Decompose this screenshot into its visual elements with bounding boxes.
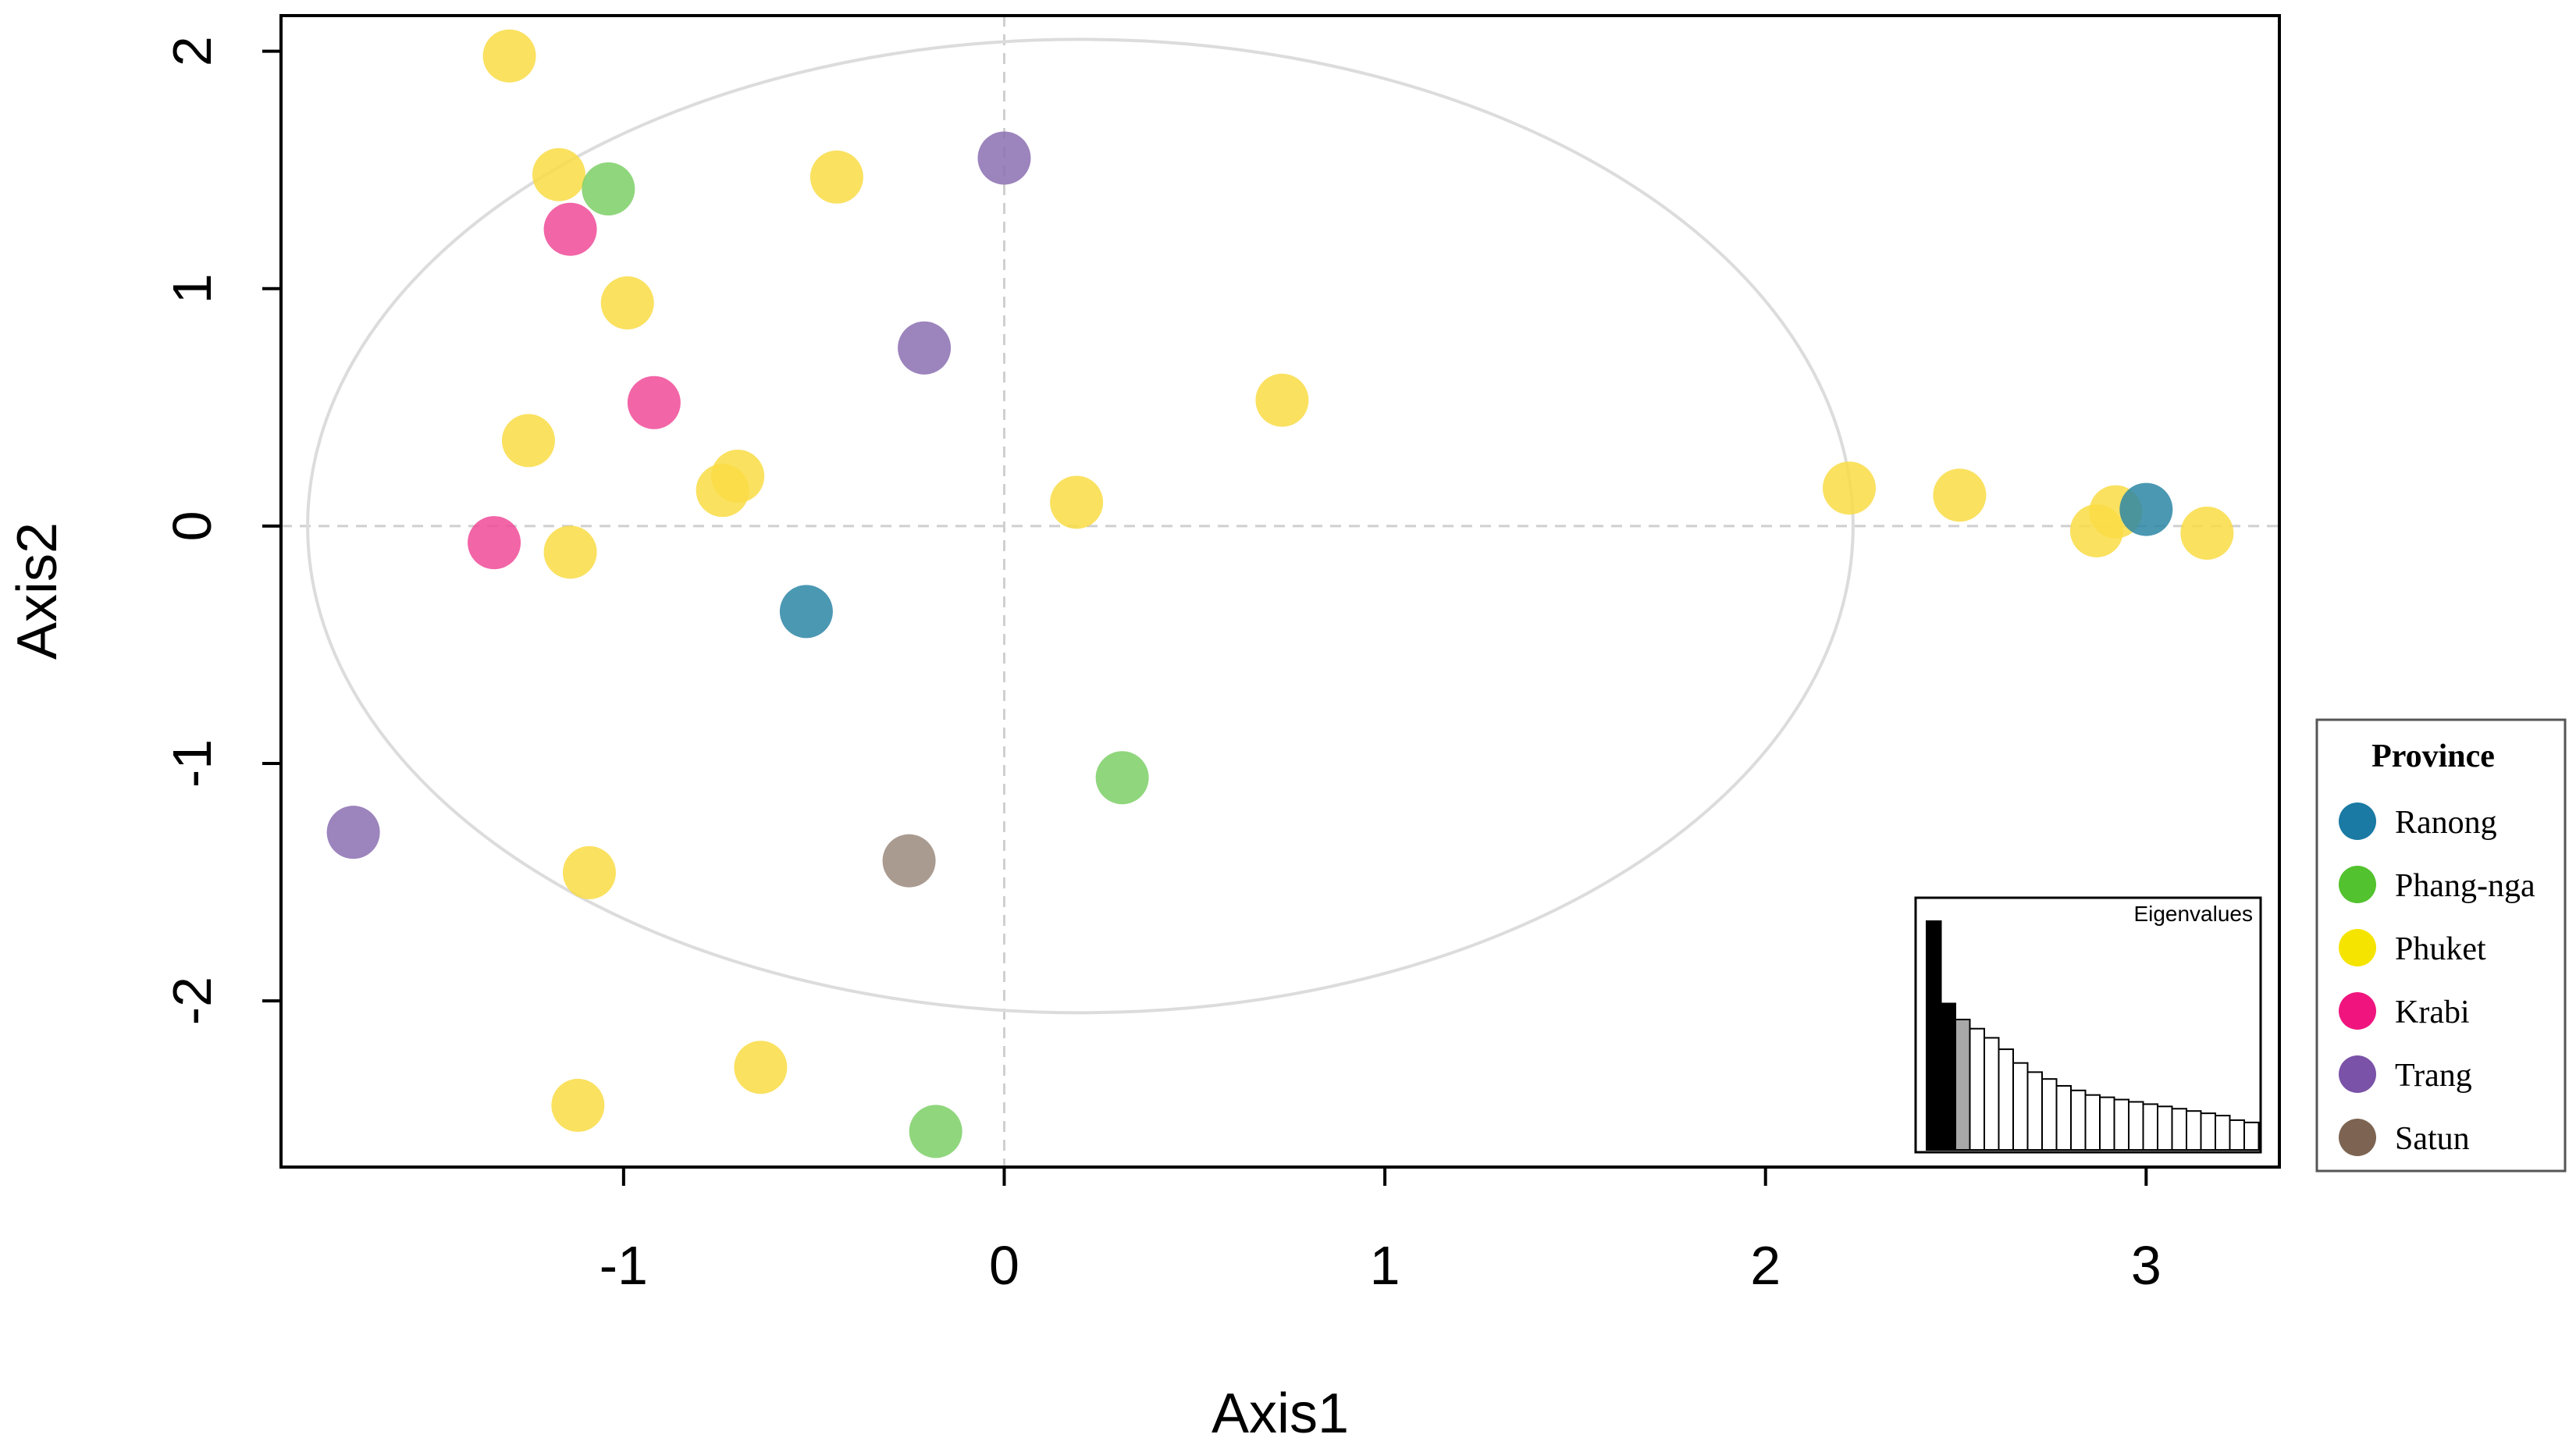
x-tick-label: 1 — [1370, 1235, 1400, 1296]
eigenvalue-bar — [1926, 920, 1942, 1151]
y-tick-label: -1 — [162, 739, 222, 788]
eigenvalue-bar — [2142, 1103, 2158, 1151]
data-point-krabi — [468, 516, 521, 570]
x-tick-label: 2 — [1750, 1235, 1781, 1296]
data-point-phuket — [1255, 373, 1309, 427]
data-point-trang — [326, 806, 380, 859]
data-point-phuket — [501, 414, 555, 468]
legend: Province Ranong Phang-nga Phuket Krabi Trang… — [2315, 718, 2567, 1173]
eigenvalue-bar — [2200, 1112, 2216, 1151]
data-point-phuket — [696, 464, 749, 518]
eigenvalue-bar — [2070, 1089, 2087, 1151]
data-point-phuket — [2180, 506, 2234, 560]
data-point-phuket — [1050, 475, 1104, 529]
data-point-phuket — [551, 1078, 605, 1132]
eigenvalue-bar — [2099, 1096, 2115, 1151]
y-tick-label: 2 — [162, 36, 222, 66]
data-point-phuket — [532, 148, 585, 201]
legend-swatch-phuket — [2339, 929, 2376, 966]
eigenvalues-inset: Eigenvalues — [1914, 896, 2262, 1154]
eigenvalue-bar — [2128, 1101, 2144, 1151]
reference-layer — [281, 16, 2279, 1167]
legend-swatch-krabi — [2339, 992, 2376, 1030]
confidence-ellipse — [306, 37, 1855, 1015]
data-point-phuket — [734, 1041, 788, 1094]
eigenvalue-bar — [2171, 1108, 2187, 1151]
eigenvalue-bar — [2186, 1110, 2202, 1151]
inset-title: Eigenvalues — [2133, 902, 2253, 926]
legend-swatch-phang-nga — [2339, 866, 2376, 903]
plot-frame — [279, 14, 2281, 1169]
data-point-phuket — [600, 276, 654, 329]
eigenvalue-bar — [1969, 1027, 1985, 1151]
x-tick-label: -1 — [600, 1235, 648, 1296]
legend-label-phang-nga: Phang-nga — [2395, 868, 2535, 904]
inset-bars — [1926, 920, 2260, 1151]
eigenvalue-bar — [2026, 1071, 2043, 1151]
axes-layer: -1 0 1 2 3 -2 -1 0 1 2 — [162, 36, 2161, 1296]
y-axis-label: Axis2 — [6, 522, 69, 660]
data-point-ranong — [779, 585, 833, 639]
data-point-krabi — [627, 375, 681, 429]
data-point-trang — [898, 321, 952, 375]
legend-label-trang: Trang — [2395, 1058, 2472, 1094]
points-layer — [326, 29, 2234, 1158]
eigenvalue-bar — [1984, 1037, 2000, 1151]
eigenvalue-bar — [1955, 1018, 1971, 1151]
data-point-phang-nga — [909, 1105, 962, 1158]
legend-items: Ranong Phang-nga Phuket Krabi Trang Satun — [2339, 803, 2535, 1157]
eigenvalue-bar — [2041, 1078, 2058, 1151]
eigenvalue-bar — [2229, 1119, 2245, 1151]
data-point-phuket — [543, 525, 597, 579]
eigenvalue-bar — [2012, 1062, 2029, 1151]
data-point-phang-nga — [582, 162, 635, 216]
data-point-phuket — [562, 845, 616, 899]
legend-label-krabi: Krabi — [2395, 995, 2470, 1030]
data-point-phuket — [809, 150, 863, 204]
eigenvalue-bar — [2113, 1098, 2129, 1151]
data-point-phuket — [1933, 468, 1987, 522]
eigenvalue-bar — [2055, 1084, 2072, 1151]
legend-label-satun: Satun — [2395, 1121, 2470, 1157]
data-point-phuket — [482, 29, 536, 83]
data-point-trang — [977, 131, 1031, 185]
legend-swatch-satun — [2339, 1119, 2376, 1156]
y-tick-label: 1 — [162, 273, 222, 304]
legend-label-phuket: Phuket — [2395, 931, 2486, 967]
data-point-ranong — [2119, 482, 2173, 536]
eigenvalue-bar — [2157, 1105, 2173, 1151]
data-point-phuket — [1822, 461, 1876, 515]
x-tick-label: 0 — [989, 1235, 1019, 1296]
eigenvalue-bar — [2084, 1094, 2101, 1151]
legend-title: Province — [2371, 738, 2495, 774]
data-point-satun — [882, 834, 936, 888]
x-tick-label: 3 — [2131, 1235, 2161, 1296]
y-tick-label: -2 — [162, 977, 222, 1025]
eigenvalue-bar — [1998, 1048, 2014, 1151]
data-point-phang-nga — [1095, 751, 1149, 805]
eigenvalue-bar — [2215, 1115, 2231, 1151]
eigenvalue-bar — [2243, 1121, 2260, 1151]
eigenvalue-bar — [1940, 1002, 1956, 1151]
y-tick-label: 0 — [162, 511, 222, 541]
legend-swatch-ranong — [2339, 803, 2376, 840]
data-point-krabi — [543, 202, 597, 256]
legend-swatch-trang — [2339, 1055, 2376, 1093]
legend-label-ranong: Ranong — [2395, 805, 2497, 841]
x-axis-label: Axis1 — [1212, 1383, 1349, 1445]
